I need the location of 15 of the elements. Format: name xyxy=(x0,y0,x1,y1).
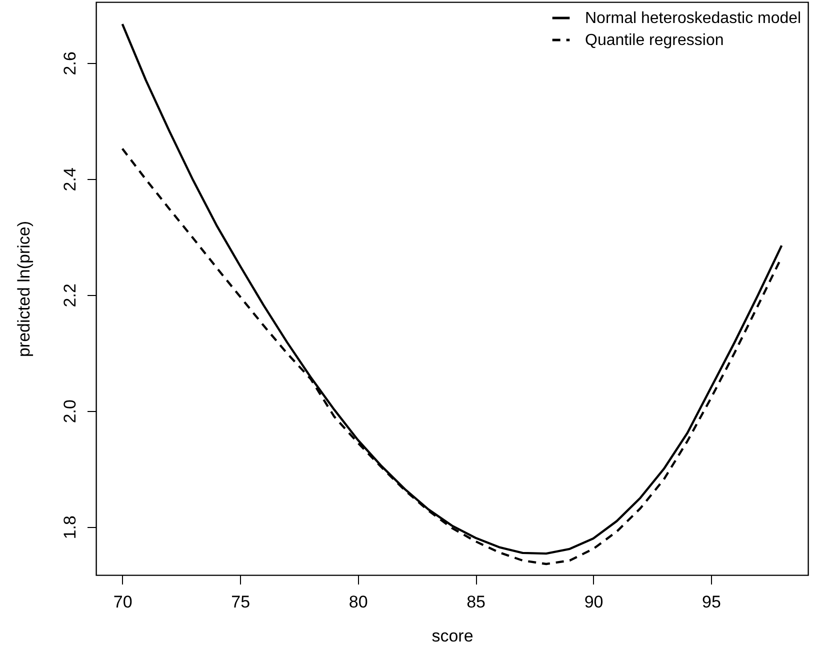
y-tick-label: 1.8 xyxy=(60,516,80,540)
x-tick-label: 80 xyxy=(348,592,368,612)
x-tick-label: 90 xyxy=(584,592,604,612)
x-tick-label: 70 xyxy=(113,592,132,612)
x-tick-label: 95 xyxy=(702,592,721,612)
legend-label: Normal heteroskedastic model xyxy=(585,10,802,27)
x-axis-title: score xyxy=(432,626,474,646)
x-tick-label: 85 xyxy=(466,592,486,612)
legend-label: Quantile regression xyxy=(585,32,724,49)
y-tick-label: 2.2 xyxy=(60,284,80,308)
y-tick-label: 2.4 xyxy=(60,168,80,192)
y-axis-title: predicted ln(price) xyxy=(14,220,34,358)
x-tick-label: 75 xyxy=(231,592,250,612)
y-tick-label: 2.6 xyxy=(60,52,80,76)
y-tick-label: 2.0 xyxy=(60,400,80,424)
